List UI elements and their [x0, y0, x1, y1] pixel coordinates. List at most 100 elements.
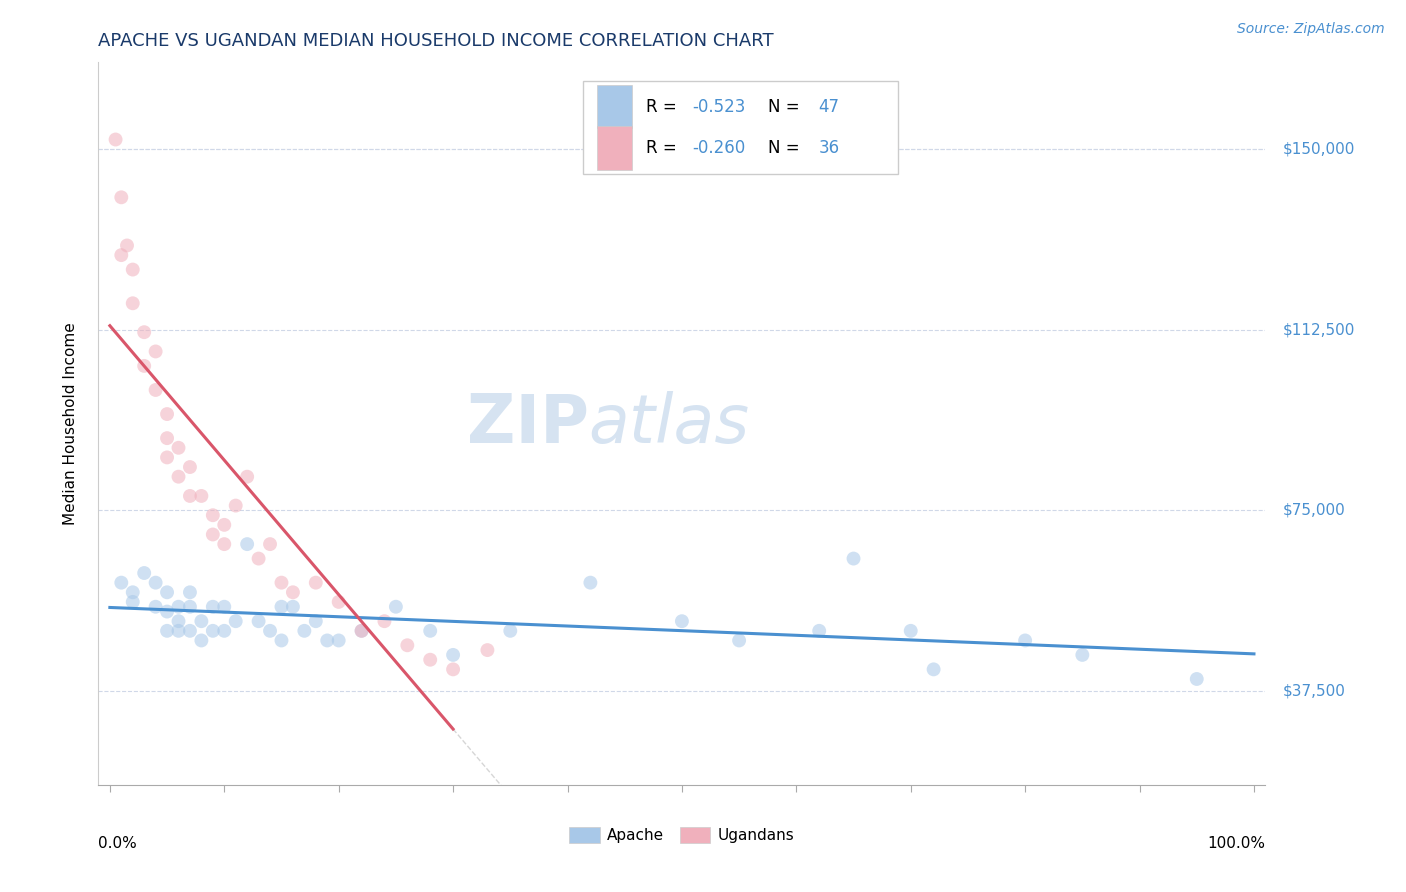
Point: [115, 238, 138, 252]
Point: [281, 599, 304, 614]
Text: -0.523: -0.523: [692, 98, 745, 116]
Text: ZIP: ZIP: [467, 391, 589, 457]
Point: [145, 383, 167, 397]
Point: [214, 517, 236, 532]
Text: N =: N =: [768, 98, 806, 116]
Point: [214, 624, 236, 638]
Point: [419, 624, 441, 638]
Point: [156, 431, 179, 445]
Point: [179, 489, 201, 503]
Bar: [596, 85, 631, 128]
FancyBboxPatch shape: [582, 80, 898, 175]
Point: [292, 624, 315, 638]
Point: [201, 624, 224, 638]
Point: [167, 599, 190, 614]
Point: [671, 614, 693, 628]
Point: [167, 614, 190, 628]
Point: [121, 262, 143, 277]
Point: [179, 585, 201, 599]
Text: 0.0%: 0.0%: [98, 836, 138, 851]
Point: [328, 633, 350, 648]
Point: [225, 499, 247, 513]
Point: [134, 566, 156, 580]
Point: [373, 614, 395, 628]
Point: [499, 624, 522, 638]
Text: R =: R =: [645, 139, 682, 157]
Point: [236, 537, 259, 551]
Point: [121, 585, 143, 599]
Point: [214, 537, 236, 551]
Point: [190, 633, 212, 648]
Y-axis label: Median Household Income: Median Household Income: [63, 322, 77, 525]
Point: [121, 595, 143, 609]
Point: [579, 575, 602, 590]
Point: [259, 537, 281, 551]
Point: [156, 605, 179, 619]
Point: [225, 614, 247, 628]
Text: 47: 47: [818, 98, 839, 116]
Point: [247, 614, 270, 628]
Point: [190, 489, 212, 503]
Point: [201, 599, 224, 614]
Point: [385, 599, 408, 614]
Point: [350, 624, 373, 638]
Point: [247, 551, 270, 566]
Point: [145, 599, 167, 614]
Point: [167, 624, 190, 638]
Point: [201, 508, 224, 523]
Bar: [596, 127, 631, 169]
Point: [1185, 672, 1208, 686]
Point: [134, 325, 156, 339]
Text: 36: 36: [818, 139, 839, 157]
Point: [167, 441, 190, 455]
Point: [281, 585, 304, 599]
Point: [156, 407, 179, 421]
Point: [922, 662, 945, 676]
Point: [190, 614, 212, 628]
Legend: Apache, Ugandans: Apache, Ugandans: [562, 822, 801, 849]
Point: [179, 599, 201, 614]
Text: R =: R =: [645, 98, 682, 116]
Text: 100.0%: 100.0%: [1208, 836, 1265, 851]
Point: [236, 469, 259, 483]
Point: [270, 599, 292, 614]
Point: [156, 585, 179, 599]
Point: [110, 248, 132, 262]
Point: [350, 624, 373, 638]
Point: [441, 648, 464, 662]
Point: [270, 633, 292, 648]
Point: [145, 344, 167, 359]
Point: [900, 624, 922, 638]
Point: [145, 575, 167, 590]
Point: [305, 575, 328, 590]
Point: [419, 653, 441, 667]
Point: [110, 575, 132, 590]
Point: [179, 460, 201, 475]
Text: atlas: atlas: [589, 391, 749, 457]
Point: [477, 643, 499, 657]
Point: [156, 624, 179, 638]
Point: [156, 450, 179, 465]
Point: [728, 633, 751, 648]
Point: [121, 296, 143, 310]
Point: [259, 624, 281, 638]
Text: Source: ZipAtlas.com: Source: ZipAtlas.com: [1237, 22, 1385, 37]
Text: APACHE VS UGANDAN MEDIAN HOUSEHOLD INCOME CORRELATION CHART: APACHE VS UGANDAN MEDIAN HOUSEHOLD INCOM…: [98, 32, 775, 50]
Text: -0.260: -0.260: [692, 139, 745, 157]
Text: N =: N =: [768, 139, 806, 157]
Point: [270, 575, 292, 590]
Point: [134, 359, 156, 373]
Point: [305, 614, 328, 628]
Point: [842, 551, 865, 566]
Point: [214, 599, 236, 614]
Text: $150,000: $150,000: [1282, 142, 1355, 157]
Point: [104, 132, 127, 146]
Point: [396, 638, 419, 652]
Point: [179, 624, 201, 638]
Point: [1014, 633, 1036, 648]
Point: [1071, 648, 1094, 662]
Text: $112,500: $112,500: [1282, 322, 1355, 337]
Text: $37,500: $37,500: [1282, 683, 1346, 698]
Point: [167, 469, 190, 483]
Point: [808, 624, 831, 638]
